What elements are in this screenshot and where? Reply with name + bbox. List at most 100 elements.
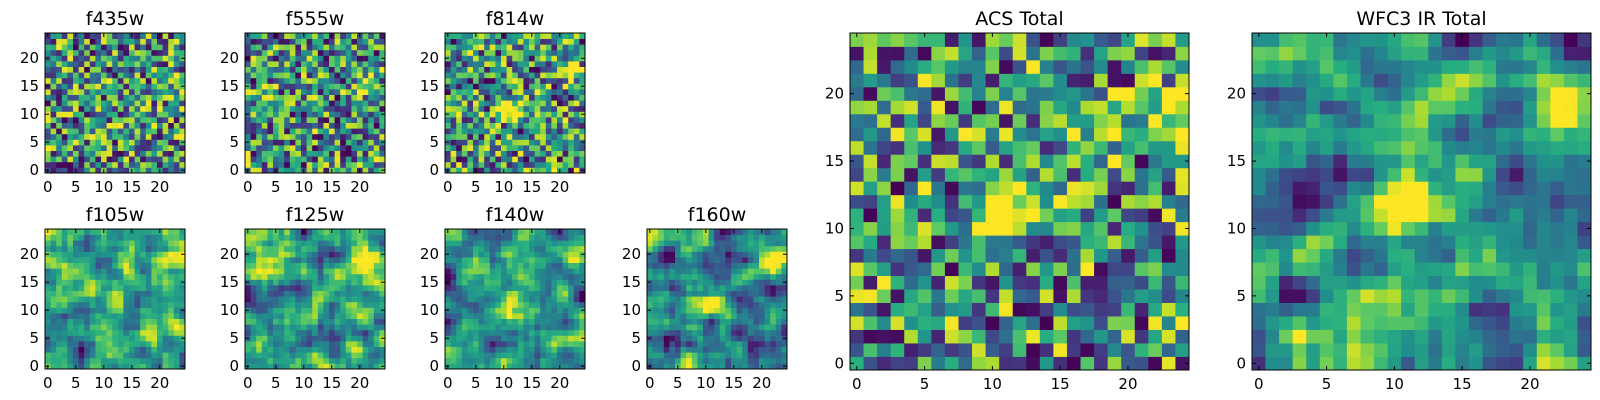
- heatmap-cell: [708, 307, 715, 314]
- heatmap-cell: [658, 335, 665, 342]
- heatmap-cell: [456, 105, 463, 112]
- heatmap-cell: [1080, 289, 1095, 303]
- heatmap-cell: [719, 318, 726, 325]
- heatmap-cell: [329, 150, 335, 157]
- heatmap-cell: [357, 139, 363, 146]
- heatmap-cell: [703, 307, 709, 314]
- heatmap-cell: [663, 335, 670, 342]
- heatmap-cell: [134, 229, 141, 235]
- heatmap-cell: [301, 100, 307, 107]
- heatmap-cell: [173, 257, 180, 263]
- heatmap-cell: [373, 156, 380, 163]
- heatmap-cell: [78, 77, 85, 84]
- heatmap-cell: [557, 329, 563, 336]
- heatmap-cell: [478, 105, 485, 112]
- heatmap-cell: [317, 357, 324, 364]
- heatmap-cell: [106, 301, 113, 308]
- heatmap-cell: [323, 156, 330, 163]
- x-tick-label: 5: [471, 178, 481, 196]
- heatmap-cell: [691, 257, 698, 263]
- heatmap-cell: [523, 83, 530, 90]
- heatmap-cell: [89, 245, 96, 252]
- heatmap-cell: [351, 139, 358, 146]
- heatmap-cell: [362, 72, 369, 79]
- heatmap-cell: [523, 301, 530, 308]
- heatmap-cell: [289, 240, 296, 247]
- heatmap-cell: [351, 128, 358, 135]
- heatmap-cell: [669, 329, 676, 336]
- heatmap-cell: [1053, 329, 1068, 344]
- heatmap-cell: [256, 128, 263, 135]
- heatmap-cell: [140, 324, 147, 331]
- heatmap-cell: [45, 301, 51, 308]
- heatmap-cell: [101, 251, 107, 258]
- heatmap-cell: [501, 161, 507, 168]
- heatmap-cell: [267, 301, 274, 308]
- heatmap-cell: [478, 229, 485, 235]
- heatmap-cell: [157, 128, 163, 135]
- heatmap-cell: [179, 128, 186, 135]
- heatmap-cell: [658, 251, 665, 258]
- heatmap-cell: [467, 268, 474, 275]
- heatmap-cell: [562, 167, 569, 174]
- heatmap-cell: [323, 229, 330, 235]
- heatmap-cell: [106, 346, 113, 353]
- heatmap-cell: [495, 296, 502, 303]
- heatmap-cell: [289, 72, 296, 79]
- heatmap-cell: [334, 279, 341, 286]
- heatmap-cell: [529, 357, 535, 364]
- heatmap-cell: [117, 117, 124, 123]
- heatmap-cell: [67, 273, 74, 280]
- heatmap-cell: [317, 66, 324, 73]
- heatmap-cell: [747, 229, 754, 235]
- heatmap-cell: [764, 318, 771, 325]
- heatmap-cell: [512, 357, 519, 364]
- heatmap-cell: [680, 257, 687, 263]
- heatmap-cell: [162, 341, 169, 347]
- heatmap-cell: [523, 257, 530, 263]
- heatmap-cell: [351, 240, 358, 247]
- x-tick-label: 10: [494, 178, 513, 196]
- heatmap-cell: [289, 49, 296, 56]
- heatmap-cell: [312, 346, 319, 353]
- heatmap-cell: [534, 61, 541, 67]
- heatmap-cell: [579, 89, 586, 95]
- heatmap-cell: [351, 251, 358, 258]
- heatmap-cell: [173, 229, 180, 235]
- heatmap-cell: [731, 352, 737, 359]
- heatmap-cell: [764, 346, 771, 353]
- heatmap-cell: [151, 285, 158, 291]
- heatmap-cell: [106, 324, 113, 331]
- heatmap-cell: [540, 61, 547, 67]
- heatmap-cell: [95, 229, 102, 235]
- heatmap-cell: [379, 150, 386, 157]
- heatmap-cell: [129, 307, 135, 314]
- heatmap-cell: [461, 285, 468, 291]
- heatmap-cell: [157, 329, 163, 336]
- heatmap-cell: [663, 318, 670, 325]
- heatmap-cell: [551, 105, 558, 112]
- heatmap-cell: [368, 100, 375, 107]
- heatmap-cell: [506, 156, 513, 163]
- heatmap-cell: [579, 72, 586, 79]
- heatmap-cell: [295, 111, 302, 118]
- heatmap-cell: [145, 145, 152, 151]
- heatmap-cell: [357, 262, 363, 269]
- heatmap-cell: [764, 240, 771, 247]
- heatmap-cell: [340, 117, 347, 123]
- heatmap-cell: [329, 301, 335, 308]
- heatmap-cell: [134, 83, 141, 90]
- heatmap-cell: [725, 234, 732, 241]
- heatmap-cell: [323, 240, 330, 247]
- heatmap-cell: [456, 38, 463, 45]
- heatmap-cell: [501, 335, 507, 342]
- heatmap-cell: [489, 128, 496, 135]
- heatmap-cell: [250, 61, 257, 67]
- heatmap-cell: [450, 245, 457, 252]
- heatmap-cell: [67, 145, 74, 151]
- heatmap-cell: [256, 167, 263, 174]
- heatmap-cell: [379, 61, 386, 67]
- heatmap-cell: [334, 55, 341, 62]
- heatmap-cell: [301, 318, 307, 325]
- heatmap-cell: [890, 289, 905, 303]
